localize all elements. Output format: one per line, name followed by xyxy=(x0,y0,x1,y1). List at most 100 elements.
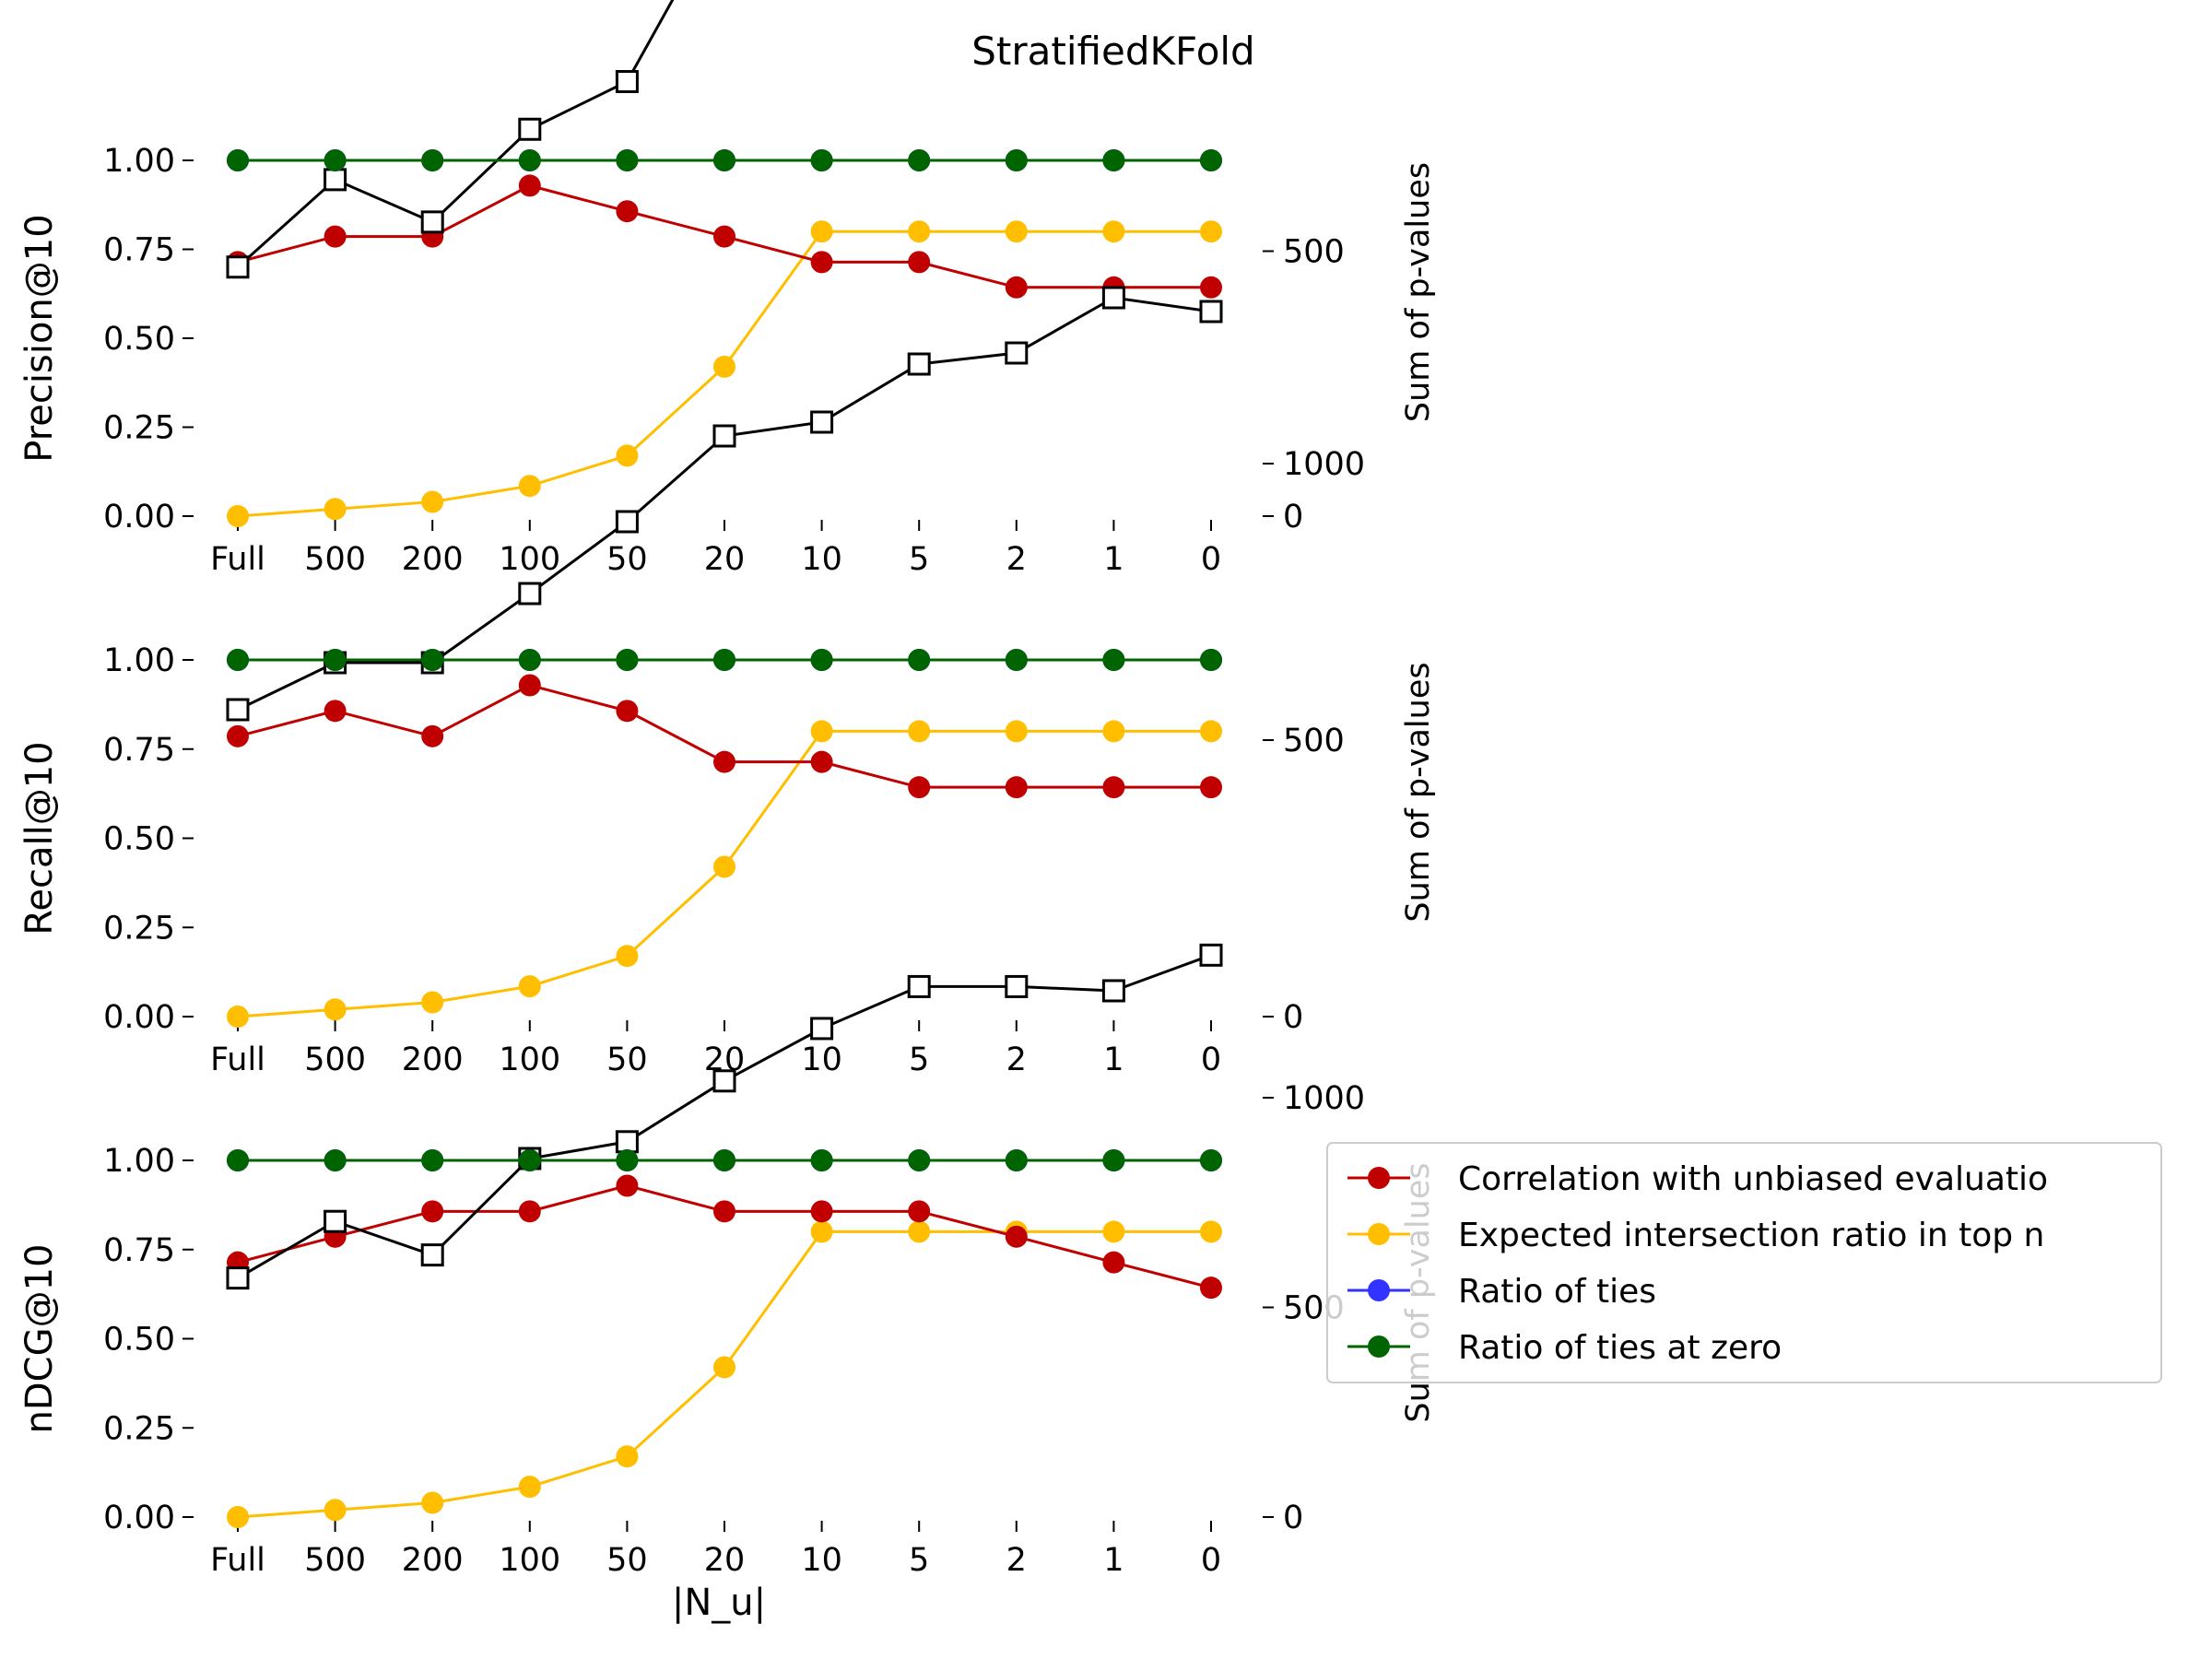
data-point xyxy=(518,1476,541,1499)
x-tick-label: 2 xyxy=(1006,1542,1027,1579)
data-point xyxy=(324,498,347,521)
y-tick-label: 0.25 xyxy=(103,910,175,947)
data-point xyxy=(1005,776,1028,799)
data-point xyxy=(324,998,347,1021)
y2-tick-label: 0 xyxy=(1283,999,1303,1036)
data-point xyxy=(227,1506,249,1528)
y-tick-label: 0.75 xyxy=(103,232,175,269)
data-point xyxy=(616,1174,639,1197)
y2-tick-label: 0 xyxy=(1283,1500,1303,1536)
y-tick-label: 1.00 xyxy=(103,1143,175,1180)
data-point xyxy=(1101,979,1125,1003)
data-point xyxy=(713,1356,735,1379)
data-point xyxy=(421,649,444,671)
data-point xyxy=(713,149,735,171)
data-point xyxy=(713,1200,735,1223)
data-point xyxy=(908,1200,931,1223)
data-point xyxy=(518,149,541,171)
data-point xyxy=(1199,943,1223,967)
data-point xyxy=(518,174,541,197)
data-point xyxy=(1200,720,1222,743)
legend-item: Ratio of ties at zero xyxy=(1347,1329,1782,1367)
data-point xyxy=(324,149,347,171)
data-point xyxy=(518,674,541,697)
data-point xyxy=(907,974,931,998)
data-point xyxy=(1200,649,1222,671)
data-point xyxy=(712,1069,736,1093)
legend-marker xyxy=(1368,1167,1390,1189)
legend-item: Expected intersection ratio in top n xyxy=(1347,1217,2044,1254)
data-point xyxy=(421,1200,444,1223)
x-tick-label: 10 xyxy=(801,541,842,578)
data-point xyxy=(1005,649,1028,671)
y-tick-label: 0.00 xyxy=(103,499,175,535)
data-point xyxy=(1102,649,1125,671)
y-axis-label: nDCG@10 xyxy=(18,1244,61,1434)
data-point xyxy=(713,855,735,878)
data-point xyxy=(227,149,249,171)
x-tick-label: 5 xyxy=(909,541,929,578)
data-point xyxy=(518,1149,541,1171)
data-point xyxy=(1005,220,1028,243)
data-point xyxy=(227,1006,249,1028)
y2-tick-label: 1000 xyxy=(1283,1080,1365,1117)
data-point xyxy=(908,649,931,671)
data-point xyxy=(518,117,542,141)
data-point xyxy=(615,510,639,534)
data-point xyxy=(227,505,249,527)
panel-0: 0.000.250.500.751.0005001000Full50020010… xyxy=(18,0,1437,578)
x-tick-label: 100 xyxy=(499,1542,560,1579)
data-point xyxy=(713,1149,735,1171)
data-point xyxy=(1102,1220,1125,1243)
data-point xyxy=(421,149,444,171)
data-point xyxy=(1200,776,1222,799)
x-tick-label: 100 xyxy=(499,1041,560,1078)
data-point xyxy=(908,720,931,743)
data-point xyxy=(227,724,249,747)
data-point xyxy=(1200,1149,1222,1171)
series-0 xyxy=(227,174,1222,299)
x-tick-label: 500 xyxy=(304,1542,366,1579)
x-tick-label: Full xyxy=(210,541,265,578)
x-tick-label: 20 xyxy=(704,541,746,578)
data-point xyxy=(908,776,931,799)
x-tick-label: 2 xyxy=(1006,1041,1027,1078)
data-point xyxy=(324,168,347,192)
data-point xyxy=(324,1499,347,1522)
data-point xyxy=(810,1200,833,1223)
series-3 xyxy=(227,149,1222,171)
data-point xyxy=(908,220,931,243)
series-0 xyxy=(227,674,1222,799)
data-point xyxy=(810,251,833,274)
data-point xyxy=(908,251,931,274)
legend-label: Ratio of ties at zero xyxy=(1458,1329,1782,1367)
data-point xyxy=(810,649,833,671)
data-point xyxy=(908,149,931,171)
x-tick-label: 500 xyxy=(304,541,366,578)
data-point xyxy=(324,225,347,248)
y2-tick-label: 500 xyxy=(1283,723,1345,759)
data-point xyxy=(616,700,639,723)
x-tick-label: Full xyxy=(210,1542,265,1579)
data-point xyxy=(227,649,249,671)
x-axis-label: |N_u| xyxy=(672,1582,766,1624)
data-point xyxy=(616,1149,639,1171)
data-point xyxy=(1102,720,1125,743)
data-point xyxy=(713,225,735,248)
data-point xyxy=(810,1149,833,1171)
data-point xyxy=(1199,300,1223,324)
series-1 xyxy=(227,720,1222,1028)
data-point xyxy=(810,410,834,434)
data-point xyxy=(713,750,735,773)
data-point xyxy=(324,700,347,723)
x-tick-label: 5 xyxy=(909,1542,929,1579)
y-tick-label: 0.50 xyxy=(103,1322,175,1359)
data-point xyxy=(616,444,639,467)
x-tick-label: 0 xyxy=(1201,1542,1221,1579)
y-tick-label: 0.75 xyxy=(103,1232,175,1269)
x-tick-label: 5 xyxy=(909,1041,929,1078)
series-1 xyxy=(227,1220,1222,1528)
data-point xyxy=(1200,220,1222,243)
data-point xyxy=(1005,341,1029,365)
